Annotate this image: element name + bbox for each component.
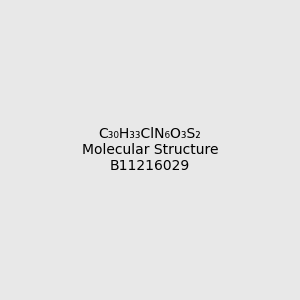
Text: C₃₀H₃₃ClN₆O₃S₂
Molecular Structure
B11216029: C₃₀H₃₃ClN₆O₃S₂ Molecular Structure B1121… [82,127,218,173]
